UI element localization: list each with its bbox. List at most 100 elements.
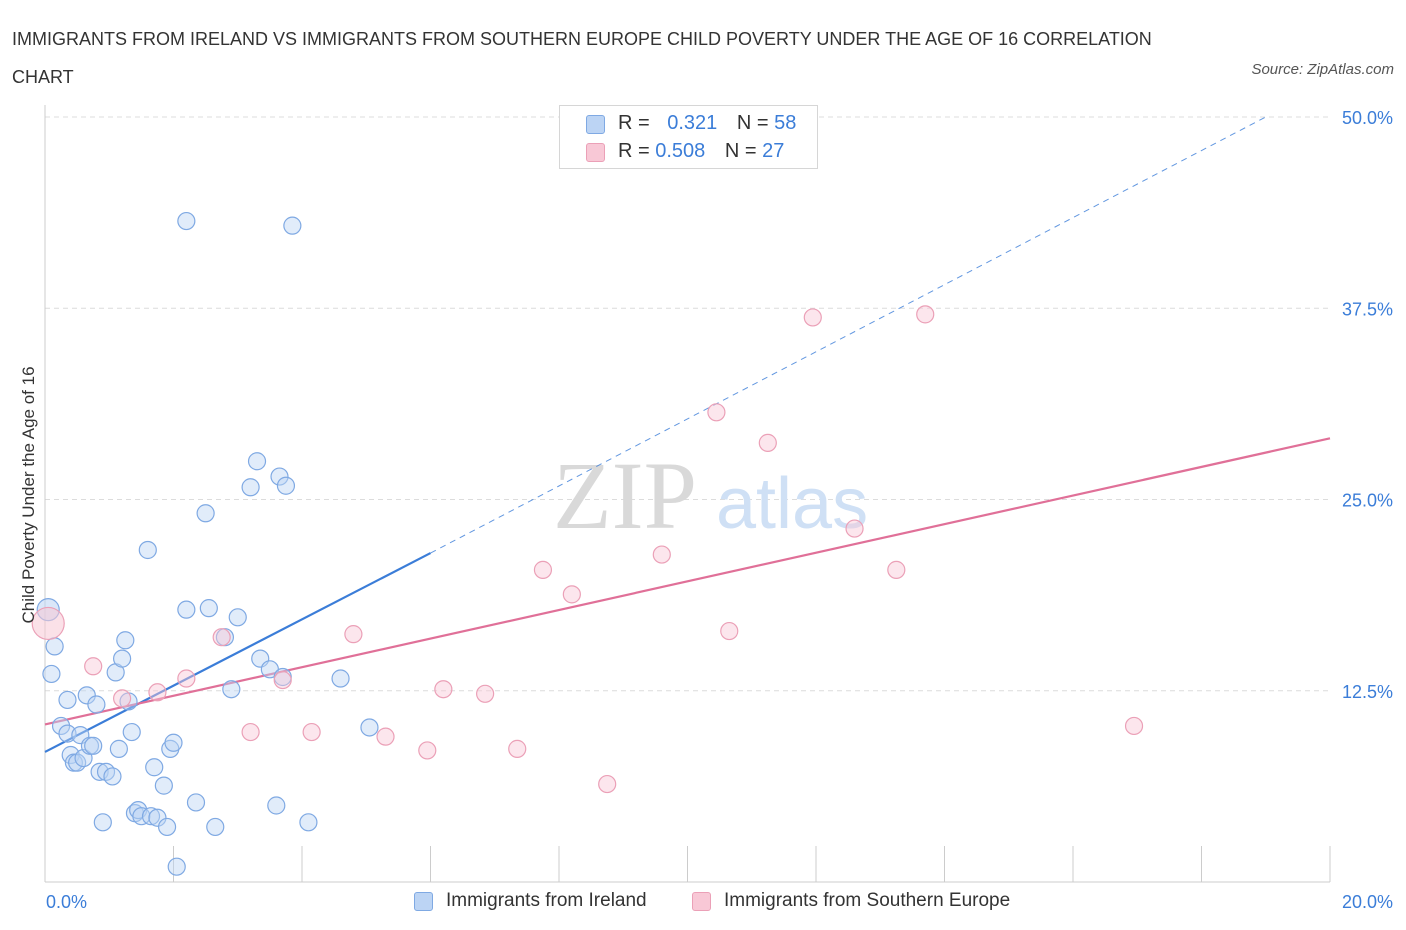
- point-southern-europe: [652, 545, 671, 564]
- point-southern-europe: [31, 606, 65, 641]
- point-ireland: [145, 758, 164, 777]
- point-ireland: [157, 817, 177, 837]
- point-ireland: [331, 669, 350, 688]
- point-southern-europe: [845, 519, 864, 538]
- point-ireland: [241, 478, 260, 497]
- point-ireland: [267, 796, 286, 815]
- point-ireland: [276, 476, 296, 495]
- point-ireland: [116, 631, 135, 650]
- point-southern-europe: [758, 433, 777, 452]
- trend-line-southern-europe: [44, 437, 1331, 726]
- point-ireland: [122, 722, 141, 742]
- y-tick-label: 25.0%: [1342, 491, 1393, 511]
- point-ireland: [196, 504, 215, 523]
- point-southern-europe: [148, 683, 167, 702]
- point-ireland: [103, 767, 122, 786]
- legend-label-southern-europe: Immigrants from Southern Europe: [724, 890, 1011, 911]
- point-ireland: [177, 600, 196, 619]
- x-tick-label: 0.0%: [46, 892, 87, 912]
- data-points: [31, 211, 1144, 876]
- point-southern-europe: [418, 741, 437, 760]
- point-ireland: [299, 813, 318, 832]
- point-ireland: [77, 686, 96, 705]
- grid-lines: [45, 116, 1330, 692]
- point-southern-europe: [803, 308, 822, 327]
- point-ireland: [109, 739, 128, 758]
- point-ireland: [112, 649, 132, 668]
- x-tick-label: 20.0%: [1342, 892, 1393, 912]
- ireland-swatch: [586, 115, 605, 134]
- y-axis-title: Child Poverty Under the Age of 16: [19, 366, 38, 623]
- n-value-southern-europe: 27: [762, 140, 785, 162]
- point-southern-europe: [508, 739, 527, 758]
- point-ireland: [228, 608, 247, 627]
- point-southern-europe: [598, 774, 617, 794]
- legend-label-ireland: Immigrants from Ireland: [446, 890, 647, 911]
- point-ireland: [177, 211, 196, 231]
- trend-extension-ireland: [430, 116, 1266, 554]
- point-ireland: [283, 216, 302, 235]
- point-southern-europe: [112, 689, 132, 708]
- point-ireland: [42, 664, 61, 684]
- watermark: ZIP atlas: [553, 442, 868, 549]
- n-value-ireland: 58: [774, 112, 797, 134]
- point-ireland: [84, 736, 103, 755]
- chart-title: IMMIGRANTS FROM IRELAND VS IMMIGRANTS FR…: [12, 29, 1152, 87]
- point-southern-europe: [476, 684, 495, 703]
- point-southern-europe: [241, 722, 260, 742]
- point-ireland: [199, 599, 218, 618]
- point-ireland: [154, 776, 173, 795]
- r-value-ireland: 0.321: [667, 112, 718, 134]
- point-southern-europe: [344, 625, 363, 644]
- y-tick-label: 12.5%: [1342, 682, 1393, 702]
- point-ireland: [222, 680, 241, 699]
- point-southern-europe: [1124, 716, 1144, 736]
- ireland-swatch: [414, 892, 433, 911]
- watermark-atlas: atlas: [716, 464, 868, 544]
- series-legend: Immigrants from Ireland Immigrants from …: [0, 888, 1406, 916]
- point-southern-europe: [273, 670, 292, 690]
- point-ireland: [186, 793, 206, 812]
- point-ireland: [270, 467, 289, 486]
- point-ireland: [141, 807, 161, 826]
- axes: [44, 105, 1331, 883]
- point-southern-europe: [212, 628, 231, 647]
- n-label: N =: [724, 140, 763, 162]
- point-southern-europe: [302, 722, 321, 742]
- point-southern-europe: [562, 585, 581, 604]
- point-southern-europe: [707, 403, 726, 422]
- point-ireland: [167, 857, 186, 876]
- point-ireland: [87, 695, 106, 714]
- point-ireland: [206, 817, 225, 837]
- trend-lines: [44, 116, 1331, 753]
- point-ireland: [164, 733, 183, 752]
- point-ireland: [45, 637, 64, 656]
- point-ireland: [58, 690, 77, 710]
- stats-legend: R = 0.321 N = 58 R = 0.508 N = 27: [559, 105, 818, 169]
- point-ireland: [247, 452, 267, 471]
- r-label: R =: [618, 140, 656, 162]
- point-southern-europe: [376, 727, 395, 746]
- point-ireland: [96, 762, 116, 781]
- point-southern-europe: [916, 305, 935, 324]
- point-ireland: [360, 718, 379, 737]
- point-southern-europe: [434, 680, 453, 699]
- point-southern-europe: [887, 560, 906, 579]
- y-tick-label: 50.0%: [1342, 108, 1393, 128]
- point-ireland: [68, 753, 87, 772]
- y-tick-label: 37.5%: [1342, 299, 1393, 319]
- n-label: N =: [736, 112, 775, 134]
- trend-line-ireland: [44, 552, 432, 753]
- point-southern-europe: [177, 669, 196, 688]
- southern-europe-swatch: [692, 892, 711, 911]
- southern-europe-swatch: [586, 143, 605, 162]
- point-ireland: [138, 540, 157, 560]
- axis-labels: 12.5% 25.0% 37.5% 50.0% 0.0% 20.0% Child Pover…: [19, 108, 1393, 912]
- point-ireland: [132, 807, 151, 826]
- r-label: R =: [618, 112, 656, 134]
- point-southern-europe: [533, 560, 553, 579]
- point-southern-europe: [720, 621, 739, 641]
- chart-source: Source: ZipAtlas.com: [1251, 61, 1394, 78]
- point-ireland: [93, 813, 112, 832]
